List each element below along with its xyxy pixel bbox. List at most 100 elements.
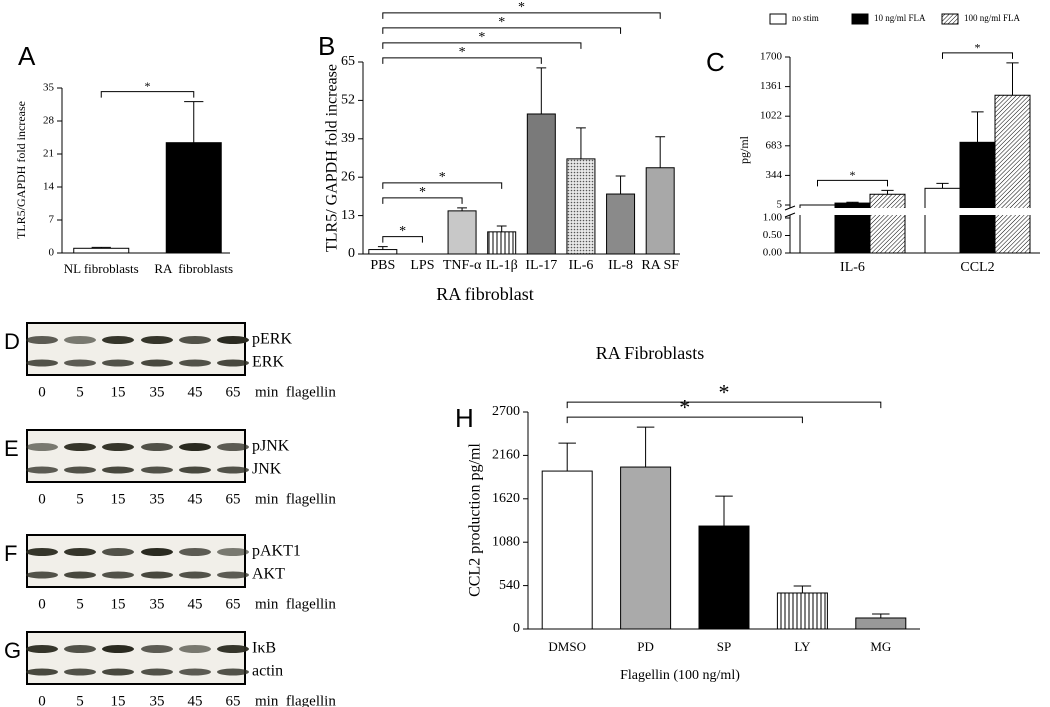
- axis-break: [782, 208, 1042, 215]
- blot-band: [64, 336, 96, 344]
- x-tick-label: MG: [870, 639, 891, 654]
- x-tick-label: NL fibroblasts: [64, 261, 139, 276]
- blot-band: [64, 443, 96, 451]
- blot-band: [141, 645, 173, 653]
- blot-band: [179, 668, 211, 676]
- panel-label: D: [4, 329, 20, 354]
- lane-label: 35: [150, 693, 165, 707]
- blot-band: [102, 668, 134, 676]
- y-tick-label: 0: [348, 246, 355, 261]
- band-label: AKT: [252, 566, 285, 583]
- blot-band: [179, 336, 211, 344]
- y-tick-label: 540: [499, 578, 520, 593]
- blot-band: [64, 466, 96, 474]
- band-label: pJNK: [252, 438, 290, 455]
- blot-band: [26, 668, 58, 676]
- lane-unit: min flagellin: [255, 596, 336, 612]
- y-tick-label: 683: [766, 139, 783, 151]
- y-tick-label: 1620: [492, 491, 520, 506]
- blot-band: [64, 359, 96, 367]
- bar: [526, 113, 556, 255]
- lane-label: 35: [150, 491, 165, 507]
- error-bar: [936, 182, 949, 189]
- lane-label: 35: [150, 384, 165, 400]
- blot-band: [217, 668, 249, 676]
- significance-bracket: [382, 42, 582, 49]
- significance-bracket: [817, 179, 888, 187]
- bar: [698, 525, 750, 630]
- bar: [447, 210, 477, 255]
- x-tick-label: LY: [794, 639, 811, 654]
- bar: [869, 193, 906, 254]
- error-bar: [881, 189, 894, 195]
- lane-label: 5: [76, 596, 84, 612]
- blot-band: [26, 336, 58, 344]
- error-bar: [558, 442, 576, 472]
- significance-bracket: [100, 91, 195, 98]
- significance-star: *: [145, 79, 151, 93]
- error-bar: [457, 207, 467, 211]
- blot-band: [141, 443, 173, 451]
- significance-bracket: [382, 57, 542, 64]
- blot-band: [141, 466, 173, 474]
- blot-band: [102, 359, 134, 367]
- blot-band: [141, 336, 173, 344]
- x-tick-label: IL-6: [840, 260, 865, 275]
- y-tick-label: 35: [43, 82, 55, 94]
- y-tick-label: 14: [43, 181, 55, 193]
- significance-bracket: [382, 27, 622, 34]
- blot-band: [217, 466, 249, 474]
- lane-label: 15: [111, 384, 126, 400]
- error-bar: [377, 246, 388, 250]
- legend-label: no stim: [792, 13, 819, 23]
- lane-label: 65: [226, 384, 241, 400]
- significance-star: *: [478, 30, 485, 45]
- chart-title: RA Fibroblasts: [596, 343, 705, 363]
- blot-band: [26, 359, 58, 367]
- significance-bracket: [382, 197, 463, 204]
- x-axis-label: RA fibroblast: [436, 284, 534, 304]
- lane-unit: min flagellin: [255, 693, 336, 707]
- panel-label: E: [4, 436, 19, 461]
- band-label: pAKT1: [252, 543, 301, 560]
- blot-band: [102, 645, 134, 653]
- x-tick-label: IL-17: [525, 258, 557, 273]
- x-tick-label: LPS: [410, 258, 434, 273]
- blot-frame: [26, 534, 246, 588]
- y-tick-label: 1022: [760, 110, 782, 122]
- lane-label: 0: [38, 491, 46, 507]
- blot-band: [141, 571, 173, 579]
- significance-star: *: [719, 379, 730, 404]
- error-bar: [872, 613, 890, 618]
- bar: [606, 193, 636, 255]
- x-tick-label: IL-6: [568, 258, 593, 273]
- y-tick-label: 1700: [760, 51, 783, 63]
- blot-band: [102, 336, 134, 344]
- significance-bracket: [382, 236, 423, 243]
- y-tick-label: 65: [341, 54, 355, 69]
- blot-band: [217, 645, 249, 653]
- band-label: JNK: [252, 461, 282, 478]
- x-tick-label: CCL2: [960, 260, 994, 275]
- band-label: actin: [252, 663, 283, 680]
- blot-band: [217, 336, 249, 344]
- lane-label: 0: [38, 693, 46, 707]
- error-bar: [91, 246, 111, 249]
- legend-label: 100 ng/ml FLA: [964, 13, 1021, 23]
- bar: [368, 249, 398, 255]
- y-tick-label: 2700: [492, 404, 520, 419]
- lane-label: 15: [111, 491, 126, 507]
- significance-bracket: [382, 12, 661, 19]
- y-tick-label: 52: [341, 93, 355, 108]
- bar: [487, 231, 517, 255]
- blot-band: [64, 645, 96, 653]
- error-bar: [1006, 62, 1019, 96]
- blot-band: [102, 466, 134, 474]
- blot-band: [64, 668, 96, 676]
- lane-label: 0: [38, 596, 46, 612]
- significance-star: *: [679, 394, 690, 419]
- blot-frame: [26, 631, 246, 685]
- significance-star: *: [459, 45, 466, 60]
- lane-label: 5: [76, 384, 84, 400]
- blot-band: [26, 645, 58, 653]
